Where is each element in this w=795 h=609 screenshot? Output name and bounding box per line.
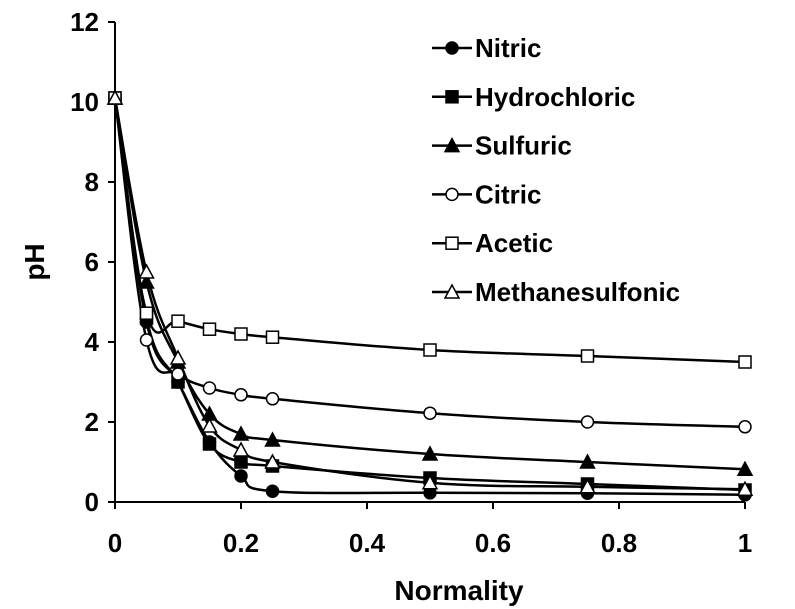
legend-marker <box>445 187 459 202</box>
data-point <box>579 453 596 469</box>
data-point <box>202 381 217 395</box>
series-methanesulfonic <box>106 89 754 496</box>
data-point <box>736 460 754 476</box>
legend-item: Acetic <box>432 228 553 258</box>
x-tick-label: 1 <box>738 528 752 558</box>
data-point <box>421 445 439 461</box>
y-tick-label: 12 <box>70 7 99 37</box>
data-point <box>202 322 217 336</box>
legend-item: Citric <box>432 179 541 209</box>
legend-item: Sulfuric <box>432 131 572 161</box>
y-ticks: 0 2 4 6 8 10 12 <box>70 7 115 517</box>
legend: Nitric Hydrochloric Sulfuric Citric Acetic Me… <box>432 33 680 307</box>
data-point <box>264 453 281 469</box>
data-point <box>421 474 439 490</box>
series-acetic <box>108 91 752 369</box>
legend-marker <box>443 137 461 153</box>
legend-label: Acetic <box>475 228 553 258</box>
series-citric <box>108 91 752 434</box>
data-point <box>579 478 596 494</box>
legend-item: Methanesulfonic <box>432 277 680 307</box>
data-point <box>139 333 154 347</box>
data-point <box>265 330 280 344</box>
legend-label: Hydrochloric <box>475 82 635 112</box>
legend-item: Nitric <box>432 33 541 63</box>
y-tick-label: 6 <box>85 247 99 277</box>
data-point <box>169 349 187 365</box>
data-point <box>232 441 250 457</box>
data-point <box>738 355 752 369</box>
data-point <box>138 263 155 279</box>
x-tick-label: 0.4 <box>349 528 386 558</box>
y-tick-label: 4 <box>85 327 100 357</box>
data-point <box>736 480 754 496</box>
legend-label: Citric <box>475 179 541 209</box>
data-point <box>202 437 217 451</box>
x-tick-label: 0.6 <box>475 528 511 558</box>
legend-marker <box>445 236 459 250</box>
data-point <box>232 425 250 441</box>
x-tick-label: 0.2 <box>223 528 259 558</box>
legend-item: Hydrochloric <box>432 82 635 112</box>
x-tick-label: 0.8 <box>601 528 637 558</box>
data-point <box>580 415 595 429</box>
data-point <box>423 343 437 357</box>
data-point <box>264 431 281 447</box>
y-tick-label: 10 <box>70 87 99 117</box>
series-line <box>113 97 746 429</box>
data-point <box>234 469 248 483</box>
data-point <box>106 89 124 105</box>
legend-label: Sulfuric <box>475 131 572 161</box>
data-point <box>265 484 280 498</box>
data-point <box>234 327 248 341</box>
data-point <box>265 392 280 406</box>
legend-marker <box>443 283 461 299</box>
y-axis-title: pH <box>19 243 50 280</box>
data-point <box>580 349 595 363</box>
legend-marker <box>445 90 459 104</box>
data-point <box>171 314 185 328</box>
legend-label: Nitric <box>475 33 541 63</box>
data-point <box>423 406 437 420</box>
legend-label: Methanesulfonic <box>475 277 680 307</box>
data-point <box>201 417 218 433</box>
data-point <box>139 306 154 320</box>
y-tick-label: 0 <box>85 487 99 517</box>
x-axis-title: Normality <box>394 575 524 606</box>
data-point <box>234 455 248 469</box>
x-ticks: 0 0.2 0.4 0.6 0.8 1 <box>108 502 752 558</box>
data-point <box>234 388 248 402</box>
x-tick-label: 0 <box>108 528 122 558</box>
legend-marker <box>445 41 459 55</box>
series-group <box>106 89 754 502</box>
series-line <box>113 97 746 364</box>
y-tick-label: 2 <box>85 407 99 437</box>
data-point <box>738 420 752 434</box>
y-tick-label: 8 <box>85 167 99 197</box>
